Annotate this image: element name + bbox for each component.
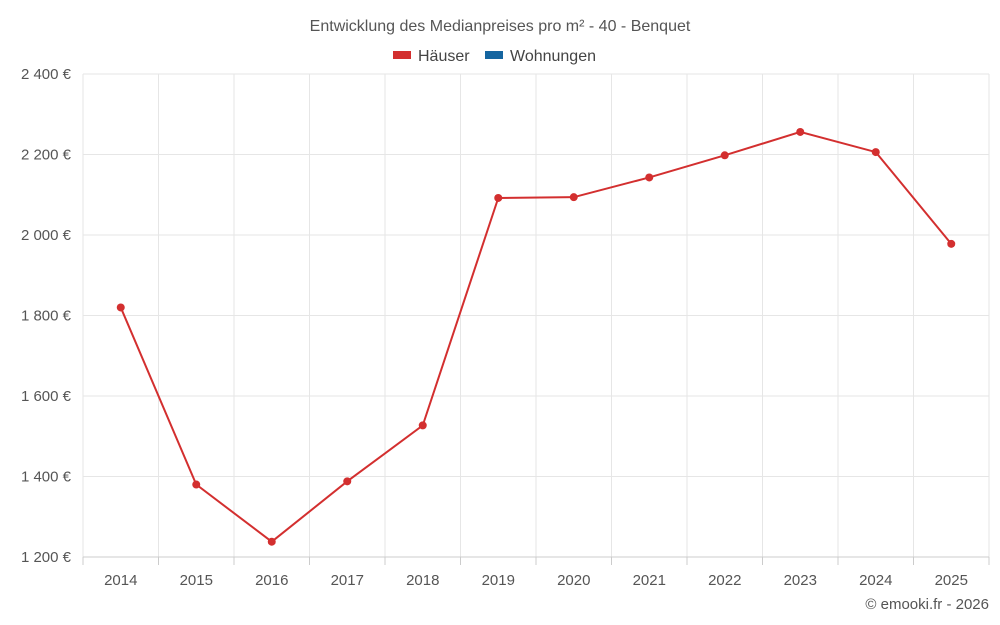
y-tick-label: 2 400 € <box>21 66 72 83</box>
y-tick-label: 2 200 € <box>21 147 72 164</box>
y-tick-label: 1 200 € <box>21 549 72 566</box>
x-tick-label: 2018 <box>406 572 439 589</box>
data-point[interactable] <box>343 477 352 486</box>
credit-text: © emooki.fr - 2026 <box>865 596 989 613</box>
x-tick-label: 2020 <box>557 572 590 589</box>
data-point[interactable] <box>267 537 276 546</box>
x-tick-label: 2024 <box>859 572 892 589</box>
x-tick-label: 2019 <box>482 572 515 589</box>
data-point[interactable] <box>494 193 503 202</box>
y-tick-label: 2 000 € <box>21 227 72 244</box>
x-tick-label: 2025 <box>935 572 968 589</box>
legend-item-houses[interactable]: Häuser <box>393 48 470 65</box>
legend-swatch-apartments <box>485 51 503 59</box>
data-point[interactable] <box>645 173 654 182</box>
legend-swatch-houses <box>393 51 411 59</box>
data-point[interactable] <box>947 239 956 248</box>
axes: 1 200 € 1 400 € 1 600 € 1 800 € 2 000 € 2 200… <box>21 66 990 589</box>
chart-title: Entwicklung des Medianpreises pro m² - 4… <box>310 18 691 35</box>
x-tick-label: 2016 <box>255 572 288 589</box>
data-point[interactable] <box>192 480 201 489</box>
series-houses <box>116 127 956 546</box>
legend: Häuser Wohnungen <box>393 48 596 65</box>
data-point[interactable] <box>720 151 729 160</box>
data-point[interactable] <box>418 421 427 430</box>
x-tick-label: 2017 <box>331 572 364 589</box>
series-line <box>119 130 953 543</box>
legend-item-apartments[interactable]: Wohnungen <box>485 48 596 65</box>
data-point[interactable] <box>116 303 125 312</box>
grid <box>82 73 990 557</box>
x-tick-label: 2023 <box>784 572 817 589</box>
y-tick-label: 1 800 € <box>21 308 72 325</box>
y-tick-label: 1 400 € <box>21 469 72 486</box>
legend-label-apartments: Wohnungen <box>510 48 596 65</box>
data-point[interactable] <box>796 127 805 136</box>
data-point[interactable] <box>569 193 578 202</box>
x-tick-label: 2021 <box>633 572 666 589</box>
x-tick-label: 2015 <box>180 572 213 589</box>
x-tick-label: 2014 <box>104 572 137 589</box>
y-tick-label: 1 600 € <box>21 388 72 405</box>
data-point[interactable] <box>871 148 880 157</box>
legend-label-houses: Häuser <box>418 48 470 65</box>
x-tick-label: 2022 <box>708 572 741 589</box>
